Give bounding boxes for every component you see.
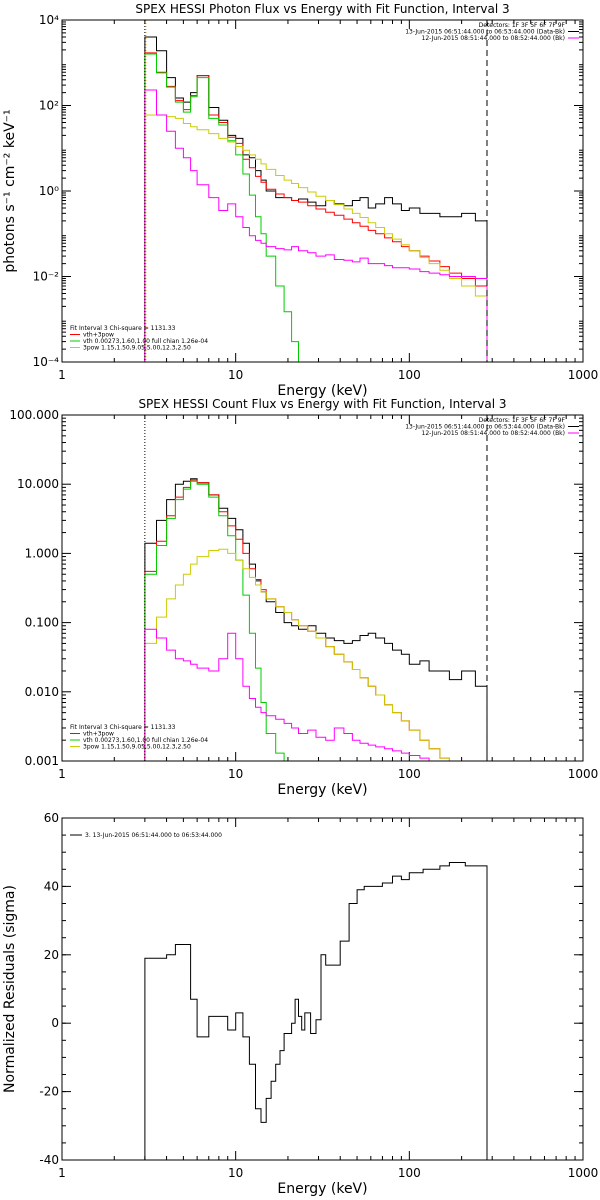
legend-bottom-text: 3pow 1.15,1.50,9.05,5.00,12.3,2.50 [83,345,191,352]
series-3-line [144,53,316,363]
y-axis-label: photons s⁻¹ cm⁻² keV⁻¹ [2,109,18,272]
legend-bottom-text: 3pow 1.15,1.50,9.05,5.00,12.3,2.50 [83,744,191,751]
x-axis-label: Energy (keV) [277,1181,367,1197]
x-tick-label: 1000 [568,368,599,382]
legend-top-text: 13-Jun-2015 06:51:44.000 to 06:53:44.000… [405,424,565,431]
legend-top-text: 13-Jun-2015 06:51:44.000 to 06:53:44.000… [405,29,565,36]
y-tick-label: 10⁻⁴ [33,355,60,369]
legend-top-text: Detectors: 1F 3F 5F 6F 7F 9F [479,417,566,424]
series-1-line [144,36,488,362]
y-tick-label: 60 [44,811,59,825]
y-tick-label: 10⁻² [33,270,60,284]
chart-title: SPEX HESSI Count Flux vs Energy with Fit… [138,397,506,411]
x-tick-label: 1000 [568,1166,599,1180]
y-axis-label: Normalized Residuals (sigma) [2,885,18,1093]
chart-panel-3: 1 10 100 1000 -40 -20 0 20 40 60 Energy (keV) Norma… [2,811,598,1197]
series-1-line [144,478,488,761]
y-tick-label: 0.001 [25,754,59,768]
series-4-line [144,548,487,762]
legend-bottom-text: vth+3pow [83,332,114,339]
x-tick-label: 10 [228,1166,243,1180]
plot-frame [61,817,584,1161]
x-tick-label: 100 [398,1166,421,1180]
plot-frame [61,414,584,762]
x-tick-label: 1 [58,1166,66,1180]
legend-bottom-text: Fit Interval 3 Chi-square = 1131.33 [70,325,176,332]
series-5-line [144,628,487,762]
y-tick-label: 0 [51,1016,59,1030]
series-4-line [144,114,488,362]
chart-panel-2: 1 10 100 1000 0.001 0.010 0.100 1.000 10.000 100.… [9,397,598,798]
legend-bottom-text: vth+3pow [83,731,114,738]
legend-bottom-text: Fit Interval 3 Chi-square = 1131.33 [70,724,176,731]
series-2-line [144,52,488,362]
plot-frame [61,19,584,363]
legend-bottom-text: vth 0.00273,1.60,1.00 full chian 1.26e-0… [83,737,208,744]
y-tick-label: 10⁴ [39,13,59,27]
y-tick-label: 10² [39,99,59,113]
x-axis-label: Energy (keV) [277,383,367,399]
chart-panel-1: 1 10 100 1000 10⁻⁴ 10⁻² 10⁰ 10² 10⁴ SPEX HESSI Ph… [2,2,598,399]
legend-top-text: Detectors: 1F 3F 5F 6F 7F 9F [479,22,566,29]
x-tick-label: 100 [398,767,421,781]
y-tick-label: 100.000 [9,408,59,422]
chart-title: SPEX HESSI Photon Flux vs Energy with Fi… [135,2,509,16]
series-5-line [144,89,488,362]
x-axis-label: Energy (keV) [277,782,367,798]
legend-bottom-text: vth 0.00273,1.60,1.00 full chian 1.26e-0… [83,338,208,345]
y-tick-label: 10.000 [17,477,59,491]
y-tick-label: 1.000 [25,546,59,560]
series-1-line [144,862,488,1160]
x-tick-label: 10 [228,767,243,781]
y-tick-label: -40 [39,1153,59,1167]
y-tick-label: 0.010 [25,685,59,699]
y-tick-label: 10⁰ [39,184,59,198]
series-3-line [144,480,292,762]
x-tick-label: 1000 [568,767,599,781]
x-tick-label: 1 [58,767,66,781]
x-tick-label: 100 [398,368,421,382]
y-tick-label: 20 [44,948,59,962]
y-tick-label: -20 [39,1085,59,1099]
legend-inset-text: 3. 13-Jun-2015 06:51:44.000 to 06:53:44.… [85,832,222,839]
x-tick-label: 10 [228,368,243,382]
legend-top-text: 12-Jun-2015 08:51:44.000 to 08:52:44.000… [422,430,565,437]
x-tick-label: 1 [58,368,66,382]
y-tick-label: 40 [44,879,59,893]
legend-top-text: 12-Jun-2015 08:51:44.000 to 08:52:44.000… [422,35,565,42]
y-tick-label: 0.100 [25,616,59,630]
series-2-line [144,479,487,762]
